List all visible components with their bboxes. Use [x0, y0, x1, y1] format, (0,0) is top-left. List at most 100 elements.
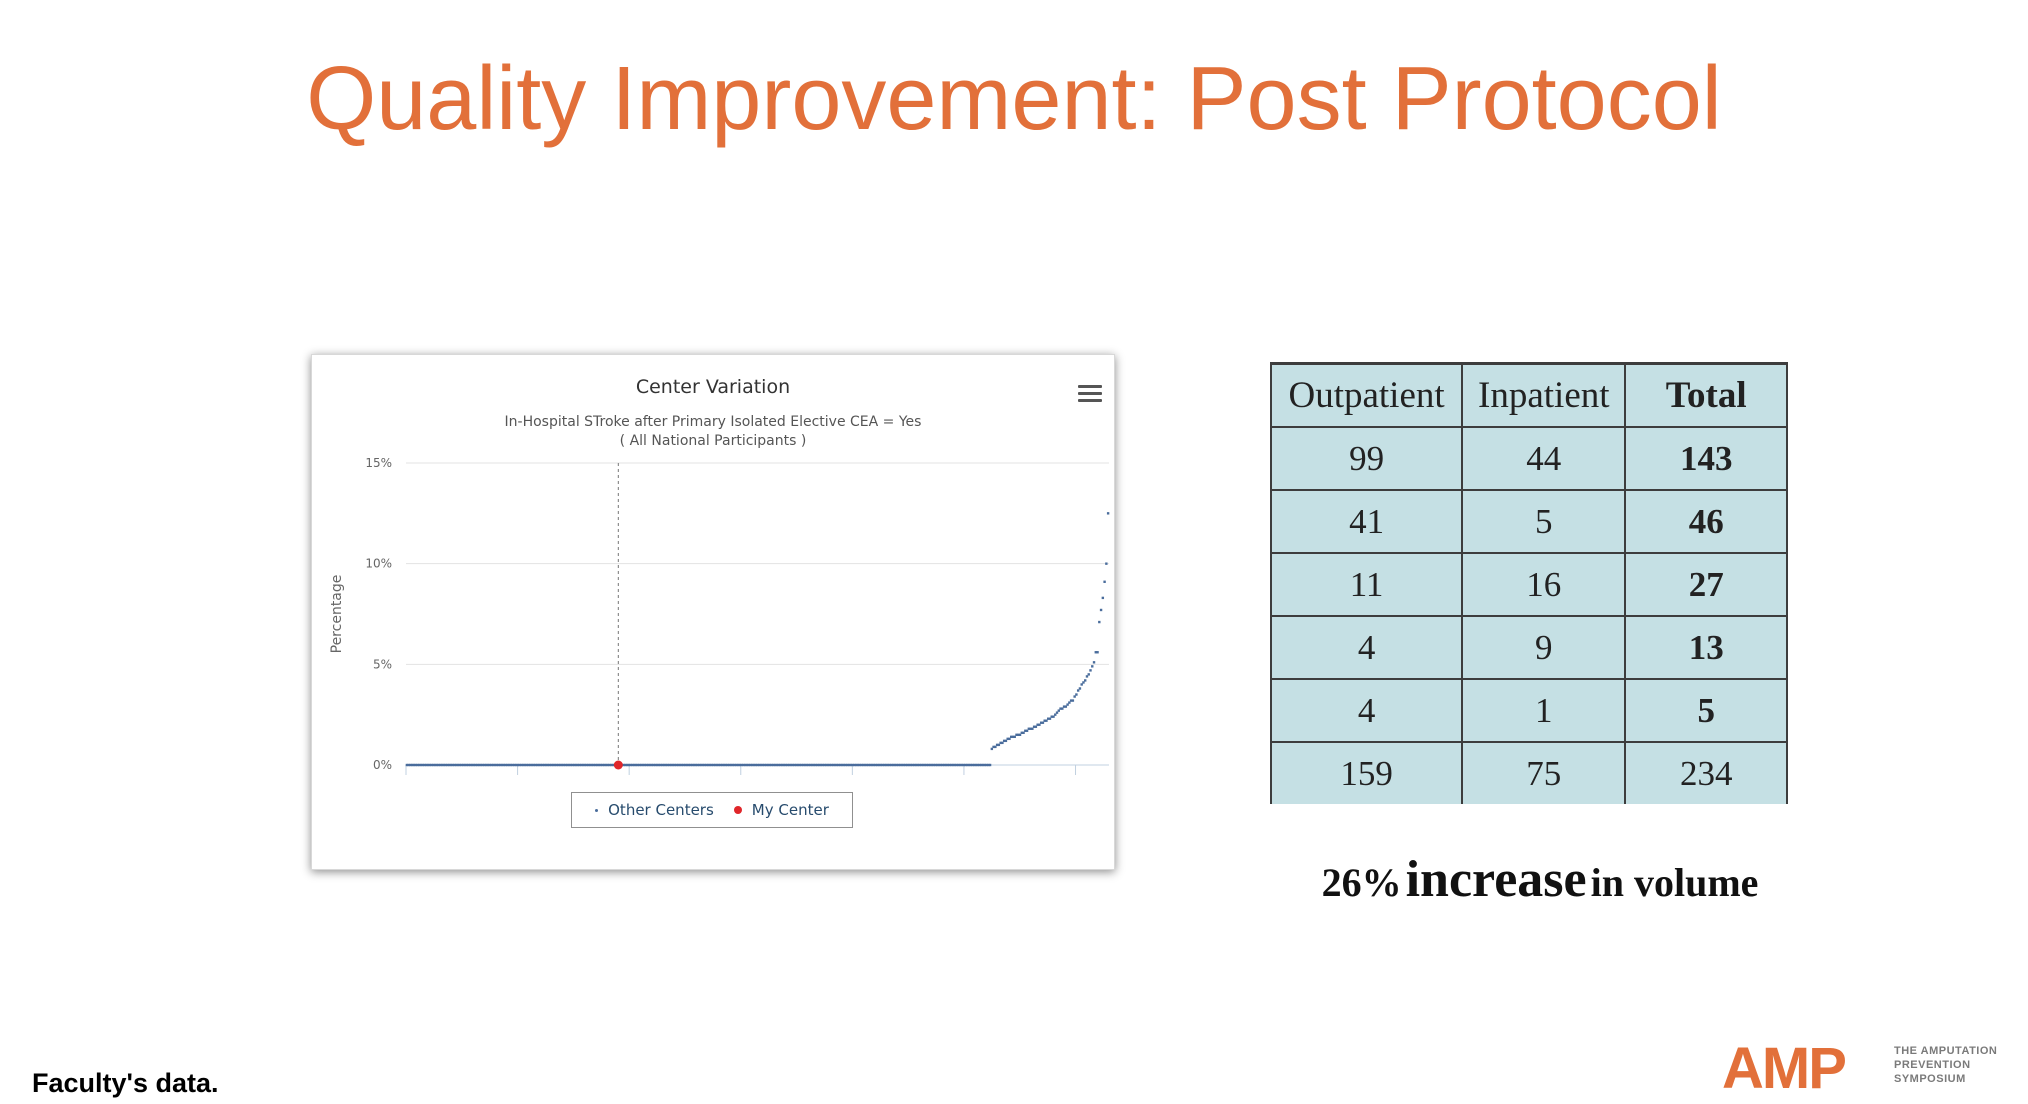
point-other-center — [486, 763, 490, 767]
point-other-center — [490, 763, 493, 767]
point-other-center — [920, 763, 923, 767]
increase-rest: in volume — [1590, 860, 1759, 905]
point-other-center — [888, 763, 891, 767]
point-other-center — [978, 763, 981, 767]
point-other-center — [914, 763, 918, 767]
chart-svg: Center Variation In-Hospital STroke afte… — [329, 376, 1110, 775]
point-other-center — [1031, 727, 1034, 730]
slide-title: Quality Improvement: Post Protocol — [306, 49, 1722, 149]
point-other-center — [474, 763, 477, 767]
point-other-center — [1082, 681, 1085, 684]
point-other-center — [856, 763, 860, 767]
point-other-center — [932, 763, 935, 767]
point-other-center — [426, 763, 430, 767]
point-other-center — [814, 763, 817, 767]
cell-total: 46 — [1624, 489, 1788, 554]
chart-subtitle-1: In-Hospital STroke after Primary Isolate… — [505, 414, 922, 430]
point-other-center — [504, 763, 507, 767]
total-inpatient: 75 — [1461, 741, 1627, 804]
point-other-center — [525, 763, 528, 767]
point-other-center — [842, 763, 846, 767]
point-other-center — [421, 763, 424, 767]
point-other-center — [853, 763, 856, 767]
point-other-center — [659, 763, 662, 767]
point-other-center — [647, 763, 650, 767]
point-other-center — [520, 763, 523, 767]
point-other-center — [594, 763, 597, 767]
point-other-center — [809, 763, 812, 767]
point-other-center — [566, 763, 569, 767]
point-other-center — [995, 743, 999, 747]
point-other-center — [439, 763, 442, 767]
point-other-center — [930, 763, 934, 767]
point-other-center — [779, 763, 782, 767]
table-totals-row: 159 75 234 — [1269, 741, 1788, 804]
point-other-center — [714, 763, 717, 767]
point-other-center — [536, 763, 539, 767]
point-other-center — [923, 763, 927, 767]
point-other-center — [788, 763, 791, 767]
point-other-center — [902, 763, 905, 767]
point-other-center — [884, 763, 888, 767]
point-other-center — [680, 763, 683, 767]
total-outpatient: 159 — [1269, 741, 1464, 804]
hamburger-menu-icon[interactable] — [1078, 385, 1102, 405]
point-other-center — [703, 763, 706, 767]
cell-inpatient: 1 — [1461, 678, 1627, 743]
point-other-center — [518, 763, 521, 767]
point-other-center — [980, 763, 983, 767]
point-other-center — [909, 763, 912, 767]
point-other-center — [483, 763, 486, 767]
legend-item-my-center[interactable]: My Center — [733, 801, 829, 819]
point-other-center — [955, 763, 958, 767]
point-other-center — [567, 763, 571, 767]
point-other-center — [967, 763, 971, 767]
point-other-center — [1080, 683, 1083, 686]
point-other-center — [1076, 689, 1080, 692]
point-other-center — [1103, 580, 1106, 583]
point-other-center — [911, 763, 914, 767]
point-other-center — [1061, 707, 1064, 710]
point-other-center — [988, 763, 992, 767]
point-other-center — [833, 763, 837, 767]
point-other-center — [640, 763, 643, 767]
point-other-center — [751, 763, 754, 767]
point-other-center — [985, 763, 988, 767]
point-other-center — [867, 763, 870, 767]
point-other-center — [877, 763, 881, 767]
point-other-center — [410, 763, 414, 767]
legend-item-other-centers[interactable]: Other Centers — [595, 801, 714, 819]
point-other-center — [699, 763, 703, 767]
point-other-center — [1089, 669, 1092, 672]
point-other-center — [507, 763, 511, 767]
point-other-center — [627, 763, 631, 767]
point-other-center — [513, 763, 516, 767]
point-other-center — [708, 763, 712, 767]
point-other-center — [1010, 735, 1013, 739]
point-other-center — [793, 763, 796, 767]
point-other-center — [890, 763, 893, 767]
point-other-center — [1011, 735, 1015, 739]
point-other-center — [854, 763, 858, 767]
point-other-center — [1059, 707, 1062, 710]
point-other-center — [416, 763, 419, 767]
point-other-center — [837, 763, 840, 767]
point-other-center — [470, 763, 474, 767]
point-other-center — [447, 763, 451, 767]
point-other-center — [1013, 735, 1016, 739]
point-other-center — [456, 763, 460, 767]
chart-legend: Other Centers My Center — [571, 792, 853, 828]
point-other-center — [548, 763, 551, 767]
y-tick-label: 15% — [365, 456, 392, 470]
point-other-center — [802, 763, 805, 767]
point-other-center — [560, 763, 564, 767]
point-other-center — [777, 763, 780, 767]
cell-total: 143 — [1624, 426, 1788, 491]
point-other-center — [562, 763, 565, 767]
point-other-center — [409, 763, 412, 767]
point-other-center — [891, 763, 895, 767]
point-other-center — [603, 763, 606, 767]
point-other-center — [502, 763, 505, 767]
point-other-center — [839, 763, 842, 767]
point-other-center — [754, 763, 757, 767]
